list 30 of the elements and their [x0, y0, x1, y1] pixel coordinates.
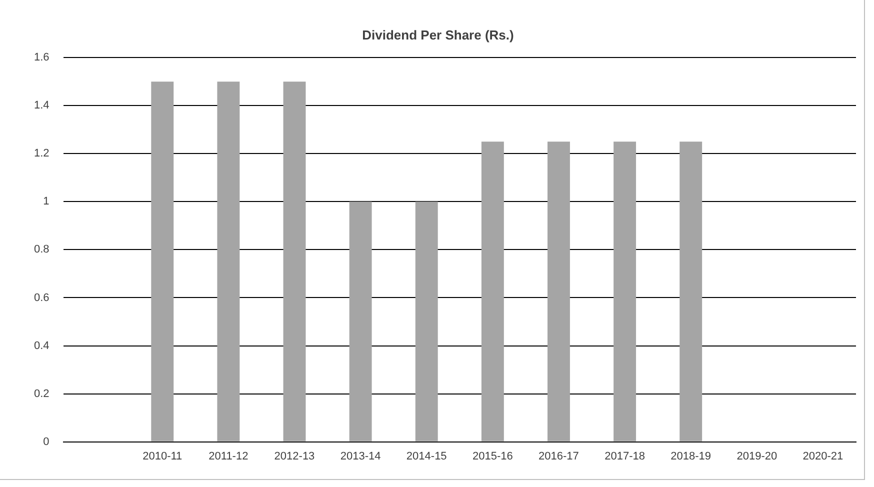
- y-tick-label: 0.8: [34, 244, 50, 256]
- bar: [283, 82, 306, 442]
- x-tick-label: 2019-20: [736, 450, 778, 462]
- chart-title: Dividend Per Share (Rs.): [362, 27, 514, 42]
- y-tick-label: 0.6: [34, 292, 50, 304]
- bar: [548, 142, 570, 442]
- y-tick-label: 1.2: [34, 148, 50, 160]
- x-tick-label: 2012-13: [274, 450, 315, 462]
- y-tick-label: 0.4: [34, 340, 50, 352]
- bar: [680, 142, 702, 442]
- x-tick-label: 2015-16: [472, 450, 513, 462]
- y-tick-label: 0: [43, 436, 50, 448]
- x-tick-label: 2010-11: [142, 450, 182, 462]
- x-tick-label: 2011-12: [208, 450, 248, 462]
- x-tick-label: 2020-21: [802, 450, 844, 462]
- y-tick-label: 1.6: [34, 52, 50, 64]
- y-tick-label: 1.4: [34, 100, 50, 112]
- bar: [349, 202, 372, 442]
- y-tick-label: 0.2: [34, 388, 50, 400]
- y-tick-label: 1: [43, 196, 50, 208]
- x-tick-label: 2013-14: [340, 450, 381, 462]
- x-tick-label: 2018-19: [670, 450, 712, 462]
- x-tick-label: 2014-15: [406, 450, 447, 462]
- bar: [151, 82, 174, 442]
- bar: [415, 202, 438, 442]
- x-tick-label: 2016-17: [538, 450, 579, 462]
- bar: [614, 142, 636, 442]
- bar: [217, 82, 240, 442]
- bar: [481, 142, 504, 442]
- x-tick-label: 2017-18: [604, 450, 645, 462]
